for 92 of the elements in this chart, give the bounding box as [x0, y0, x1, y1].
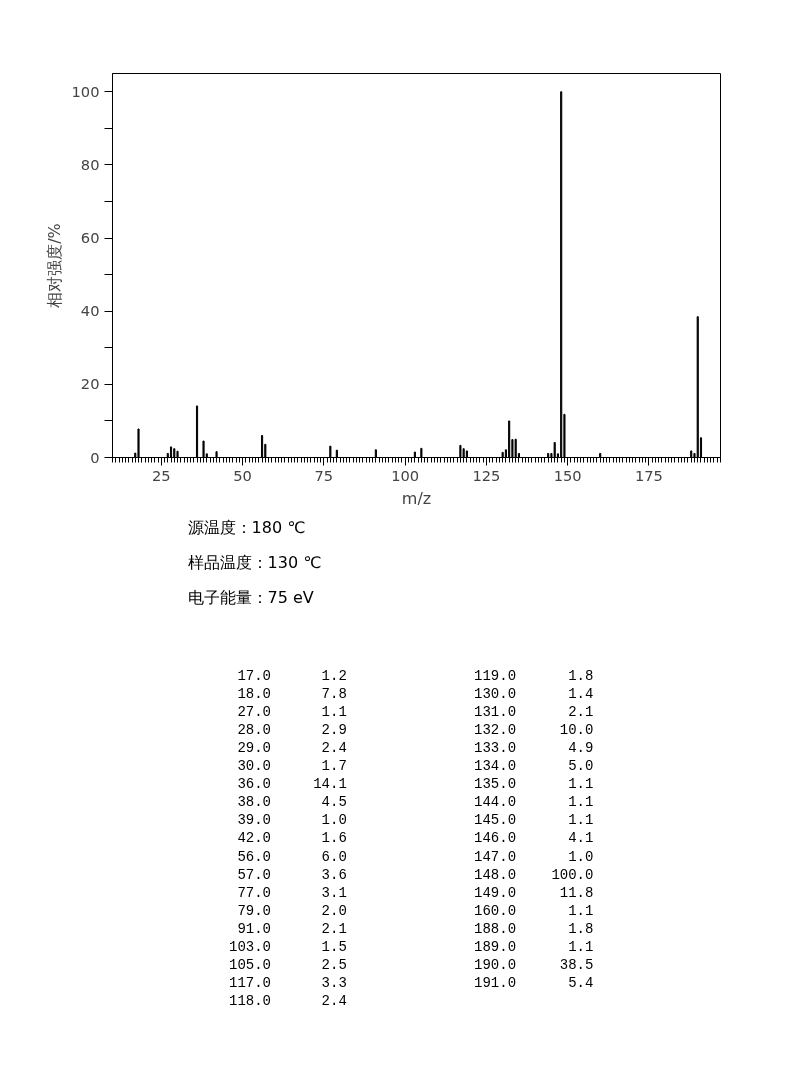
category-label: 117.0: [229, 975, 272, 992]
x-tick-label: 50: [233, 466, 252, 484]
category-label: 132.0: [474, 721, 517, 738]
category-label: 27.0: [237, 703, 272, 720]
data-label: 1.4: [568, 685, 594, 702]
data-label: 1.1: [568, 939, 594, 955]
data-label: 1.0: [568, 848, 594, 865]
data-label: 4.9: [568, 739, 594, 756]
category-label: 39.0: [237, 812, 272, 829]
data-label: 38.5: [559, 957, 594, 974]
y-tick-label: 40: [80, 302, 100, 320]
data-label: 10.0: [559, 721, 594, 738]
data-label: 1.1: [568, 776, 594, 793]
y-tick-label: 0: [90, 448, 100, 466]
category-label: 160.0: [474, 902, 517, 919]
text: 电子能量：75 eV: [187, 588, 314, 607]
data-label: 11.8: [559, 884, 594, 901]
category-label: 134.0: [474, 758, 517, 774]
category-label: 77.0: [237, 884, 272, 901]
x-axis-title: m/z: [401, 488, 432, 508]
category-label: 18.0: [237, 685, 272, 702]
category-label: 30.0: [237, 758, 272, 774]
data-label: 2.0: [321, 902, 347, 919]
category-label: 17.0: [237, 667, 272, 684]
data-label: 100.0: [551, 866, 594, 883]
data-label: 3.1: [321, 884, 347, 901]
category-label: 91.0: [237, 920, 272, 937]
data-label: 1.0: [321, 812, 347, 829]
y-axis-title: 相对强度/%: [44, 223, 64, 308]
category-label: 131.0: [474, 703, 517, 720]
data-label: 2.4: [321, 739, 347, 756]
category-label: 42.0: [237, 830, 272, 847]
data-label: 1.1: [568, 794, 594, 811]
category-label: 36.0: [237, 776, 272, 793]
y-tick-label: 20: [80, 375, 100, 393]
category-label: 148.0: [474, 866, 517, 883]
data-label: 1.1: [568, 902, 594, 919]
category-label: 38.0: [237, 794, 272, 811]
y-tick-label: 100: [71, 82, 100, 100]
category-label: 135.0: [474, 776, 517, 793]
data-label: 7.8: [321, 685, 347, 702]
category-label: 119.0: [474, 667, 517, 684]
data-label: 14.1: [313, 776, 347, 793]
data-label: 3.6: [321, 866, 347, 883]
category-label: 56.0: [237, 848, 272, 865]
x-tick-label: 175: [634, 466, 663, 484]
x-tick-label: 100: [391, 466, 420, 484]
data-label: 1.8: [568, 667, 594, 684]
data-label: 1.8: [568, 920, 594, 937]
category-label: 149.0: [474, 884, 517, 901]
text: 源温度：180 ℃: [187, 518, 306, 537]
data-label: 5.4: [568, 975, 594, 992]
category-label: 133.0: [474, 739, 517, 756]
category-label: 105.0: [229, 957, 272, 974]
category-label: 79.0: [237, 902, 272, 919]
data-label: 2.4: [321, 993, 347, 1010]
data-label: 2.1: [321, 920, 347, 937]
category-label: 144.0: [474, 794, 517, 811]
category-label: 103.0: [229, 939, 272, 955]
x-tick-label: 25: [151, 466, 171, 484]
category-label: 147.0: [474, 848, 517, 865]
data-label: 1.6: [321, 830, 347, 847]
data-label: 2.5: [321, 957, 347, 974]
data-label: 6.0: [321, 848, 347, 865]
x-tick-label: 150: [553, 466, 582, 484]
y-tick-label: 60: [80, 229, 100, 247]
category-label: 28.0: [237, 721, 272, 738]
category-label: 191.0: [474, 975, 517, 992]
data-label: 1.7: [321, 758, 347, 774]
data-label: 1.1: [321, 703, 347, 720]
text: 样品温度：130 ℃: [187, 553, 322, 572]
data-label: 1.1: [568, 812, 594, 829]
data-label: 4.1: [568, 830, 594, 847]
category-label: 29.0: [237, 739, 272, 756]
data-label: 3.3: [321, 975, 347, 992]
category-label: 189.0: [474, 939, 517, 955]
category-label: 57.0: [237, 866, 272, 883]
category-label: 130.0: [474, 685, 517, 702]
data-label: 4.5: [321, 794, 347, 811]
data-label: 2.1: [568, 703, 594, 720]
category-label: 146.0: [474, 830, 517, 847]
data-label: 2.9: [321, 721, 347, 738]
y-tick-label: 80: [80, 155, 100, 173]
data-label: 5.0: [568, 758, 594, 774]
x-tick-label: 125: [472, 466, 501, 484]
data-label: 1.5: [321, 939, 347, 955]
category-label: 145.0: [474, 812, 517, 829]
category-label: 188.0: [474, 920, 517, 937]
x-tick-label: 75: [314, 466, 334, 484]
data-label: 1.2: [321, 667, 347, 684]
category-label: 118.0: [229, 993, 272, 1010]
category-label: 190.0: [474, 957, 517, 974]
